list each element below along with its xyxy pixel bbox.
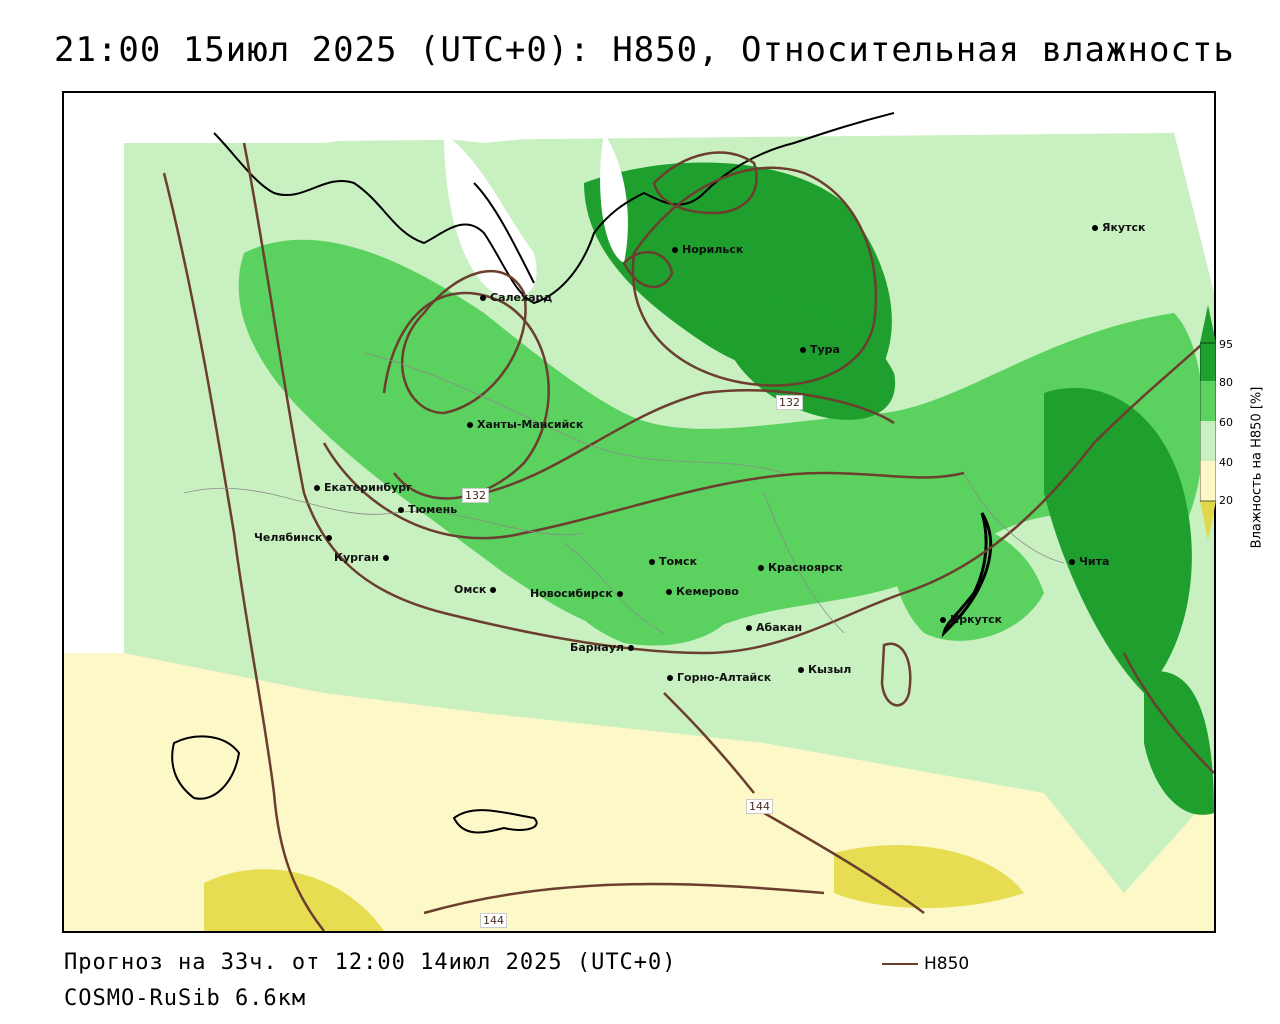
city-marker-icon bbox=[490, 587, 497, 593]
city-gorno-altaysk[interactable]: Горно-Алтайск bbox=[667, 671, 771, 684]
legend-line-icon bbox=[882, 963, 918, 965]
colorbar-tick: 80 bbox=[1219, 376, 1233, 389]
city-novosibirsk[interactable]: Новосибирск bbox=[530, 587, 627, 600]
contour-label: 132 bbox=[462, 488, 489, 503]
city-barnaul[interactable]: Барнаул bbox=[570, 641, 638, 654]
humidity-colorbar bbox=[1200, 305, 1216, 540]
city-label: Якутск bbox=[1102, 221, 1146, 234]
city-marker-icon bbox=[940, 617, 946, 623]
city-marker-icon bbox=[672, 247, 678, 253]
city-tura[interactable]: Тура bbox=[800, 343, 840, 356]
city-label: Норильск bbox=[682, 243, 744, 256]
city-label: Горно-Алтайск bbox=[677, 671, 772, 684]
contour-label: 132 bbox=[776, 395, 803, 410]
contour-label: 144 bbox=[746, 799, 773, 814]
forecast-info: Прогноз на 33ч. от 12:00 14июл 2025 (UTC… bbox=[64, 950, 677, 975]
map-title: 21:00 15июл 2025 (UTC+0): H850, Относите… bbox=[54, 30, 1235, 70]
city-label: Салехард bbox=[490, 291, 553, 304]
model-info: COSMO-RuSib 6.6км bbox=[64, 986, 307, 1011]
city-irkutsk[interactable]: Иркутск bbox=[940, 613, 1002, 626]
city-label: Томск bbox=[659, 555, 698, 568]
city-marker-icon bbox=[627, 645, 634, 651]
city-tomsk[interactable]: Томск bbox=[649, 555, 697, 568]
legend-label: H850 bbox=[924, 954, 970, 974]
city-marker-icon bbox=[800, 347, 806, 353]
city-marker-icon bbox=[326, 535, 333, 541]
colorbar-tick: 20 bbox=[1219, 494, 1233, 507]
city-marker-icon bbox=[382, 555, 389, 561]
city-label: Челябинск bbox=[254, 531, 323, 544]
city-norilsk[interactable]: Норильск bbox=[672, 243, 743, 256]
city-kemerovo[interactable]: Кемерово bbox=[666, 585, 739, 598]
city-marker-icon bbox=[1069, 559, 1075, 565]
city-chita[interactable]: Чита bbox=[1069, 555, 1109, 568]
city-kyzyl[interactable]: Кызыл bbox=[798, 663, 851, 676]
city-marker-icon bbox=[1092, 225, 1098, 231]
city-yakutsk[interactable]: Якутск bbox=[1092, 221, 1145, 234]
city-marker-icon bbox=[398, 507, 404, 513]
city-marker-icon bbox=[798, 667, 804, 673]
map-panel[interactable]: 132 132 144 144 Якутск Норильск Салехард… bbox=[62, 91, 1216, 933]
city-marker-icon bbox=[616, 591, 623, 597]
colorbar-title: Влажность на H850 [%] bbox=[1247, 350, 1267, 590]
city-label: Иркутск bbox=[950, 613, 1003, 626]
city-marker-icon bbox=[314, 485, 320, 491]
city-khanty-mansiysk[interactable]: Ханты-Мансийск bbox=[467, 418, 583, 431]
city-label: Абакан bbox=[756, 621, 803, 634]
city-marker-icon bbox=[666, 589, 672, 595]
city-salekhard[interactable]: Салехард bbox=[480, 291, 552, 304]
colorbar-tick: 95 bbox=[1219, 338, 1233, 351]
city-tyumen[interactable]: Тюмень bbox=[398, 503, 457, 516]
city-label: Курган bbox=[334, 551, 379, 564]
city-omsk[interactable]: Омск bbox=[454, 583, 500, 596]
city-label: Омск bbox=[454, 583, 487, 596]
city-label: Екатеринбург bbox=[324, 481, 412, 494]
city-kurgan[interactable]: Курган bbox=[334, 551, 393, 564]
city-marker-icon bbox=[667, 675, 673, 681]
city-label: Чита bbox=[1079, 555, 1110, 568]
colorbar-label: Влажность на H850 [%] bbox=[1249, 386, 1265, 549]
city-marker-icon bbox=[746, 625, 752, 631]
colorbar-tick: 60 bbox=[1219, 416, 1233, 429]
city-label: Красноярск bbox=[768, 561, 843, 574]
humidity-field bbox=[64, 93, 1214, 931]
city-abakan[interactable]: Абакан bbox=[746, 621, 802, 634]
city-label: Новосибирск bbox=[530, 587, 613, 600]
city-label: Кызыл bbox=[808, 663, 852, 676]
colorbar-tick: 40 bbox=[1219, 456, 1233, 469]
city-krasnoyarsk[interactable]: Красноярск bbox=[758, 561, 843, 574]
city-label: Барнаул bbox=[570, 641, 624, 654]
contour-label: 144 bbox=[480, 913, 507, 928]
city-ekaterinburg[interactable]: Екатеринбург bbox=[314, 481, 412, 494]
city-marker-icon bbox=[467, 422, 473, 428]
city-marker-icon bbox=[758, 565, 764, 571]
city-label: Тура bbox=[810, 343, 840, 356]
city-label: Тюмень bbox=[408, 503, 458, 516]
city-chelyabinsk[interactable]: Челябинск bbox=[254, 531, 336, 544]
city-label: Кемерово bbox=[676, 585, 739, 598]
city-marker-icon bbox=[480, 295, 486, 301]
city-marker-icon bbox=[649, 559, 655, 565]
contour-legend: H850 bbox=[882, 954, 969, 974]
city-label: Ханты-Мансийск bbox=[477, 418, 584, 431]
